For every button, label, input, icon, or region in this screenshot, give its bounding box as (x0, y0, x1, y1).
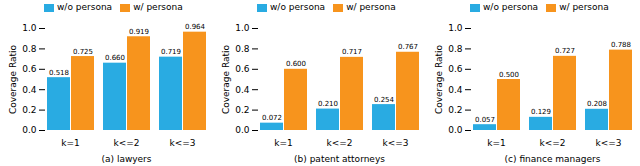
svg-text:0.129: 0.129 (531, 108, 551, 116)
html-text:w/ persona: w/ persona (559, 2, 609, 12)
html-text:w/ persona: w/ persona (133, 2, 183, 12)
svg-text:0.719: 0.719 (161, 48, 181, 56)
svg-text:0.2: 0.2 (235, 105, 249, 115)
svg-text:0.717: 0.717 (342, 48, 362, 56)
svg-text:k<=3: k<=3 (595, 138, 621, 148)
svg-text:k<=2: k<=2 (326, 138, 352, 148)
svg-text:Coverage Ratio: Coverage Ratio (434, 44, 444, 114)
svg-text:k<=3: k<=3 (169, 138, 195, 148)
svg-text:0.6: 0.6 (448, 64, 463, 74)
svg-text:k=1: k=1 (61, 138, 79, 148)
svg-text:0.0: 0.0 (448, 125, 463, 135)
svg-text:Coverage Ratio: Coverage Ratio (8, 44, 18, 114)
svg-text:Coverage Ratio: Coverage Ratio (221, 44, 231, 114)
svg-text:0.919: 0.919 (129, 28, 149, 36)
svg-text:1.0: 1.0 (22, 23, 37, 33)
svg-text:0.518: 0.518 (49, 69, 69, 77)
svg-text:0.4: 0.4 (235, 85, 250, 95)
html-text:w/o persona: w/o persona (483, 2, 539, 12)
svg-text:0.0: 0.0 (22, 125, 37, 135)
svg-text:0.767: 0.767 (398, 43, 418, 51)
svg-text:k=1: k=1 (487, 138, 505, 148)
svg-text:0.254: 0.254 (374, 96, 395, 104)
svg-text:0.8: 0.8 (22, 44, 37, 54)
html-text:w/ persona: w/ persona (346, 2, 396, 12)
svg-text:k<=2: k<=2 (539, 138, 565, 148)
svg-text:0.072: 0.072 (262, 114, 282, 122)
svg-text:0.600: 0.600 (286, 60, 306, 68)
svg-text:(b) patent attorneys: (b) patent attorneys (294, 154, 385, 164)
svg-text:1.0: 1.0 (448, 23, 463, 33)
svg-text:0.057: 0.057 (475, 116, 495, 124)
svg-text:0.208: 0.208 (587, 100, 607, 108)
svg-text:0.8: 0.8 (448, 44, 463, 54)
svg-text:0.2: 0.2 (448, 105, 462, 115)
svg-text:0.6: 0.6 (235, 64, 250, 74)
svg-text:k<=2: k<=2 (113, 138, 139, 148)
svg-text:0.2: 0.2 (22, 105, 36, 115)
svg-text:0.964: 0.964 (185, 23, 206, 31)
html-text:w/o persona: w/o persona (270, 2, 326, 12)
svg-text:0.0: 0.0 (235, 125, 250, 135)
svg-text:k<=3: k<=3 (382, 138, 408, 148)
svg-text:0.8: 0.8 (235, 44, 250, 54)
html-text:w/o persona: w/o persona (57, 2, 113, 12)
svg-text:0.725: 0.725 (73, 48, 93, 56)
svg-text:0.4: 0.4 (448, 85, 463, 95)
svg-text:0.500: 0.500 (499, 71, 519, 79)
svg-text:(a) lawyers: (a) lawyers (101, 154, 151, 164)
svg-text:1.0: 1.0 (235, 23, 250, 33)
svg-text:0.4: 0.4 (22, 85, 37, 95)
svg-text:(c) finance managers: (c) finance managers (505, 154, 601, 164)
svg-text:0.788: 0.788 (611, 41, 631, 49)
svg-text:0.6: 0.6 (22, 64, 37, 74)
svg-text:0.660: 0.660 (105, 54, 125, 62)
svg-text:0.727: 0.727 (555, 47, 575, 55)
svg-text:k=1: k=1 (274, 138, 292, 148)
svg-text:0.210: 0.210 (318, 100, 338, 108)
